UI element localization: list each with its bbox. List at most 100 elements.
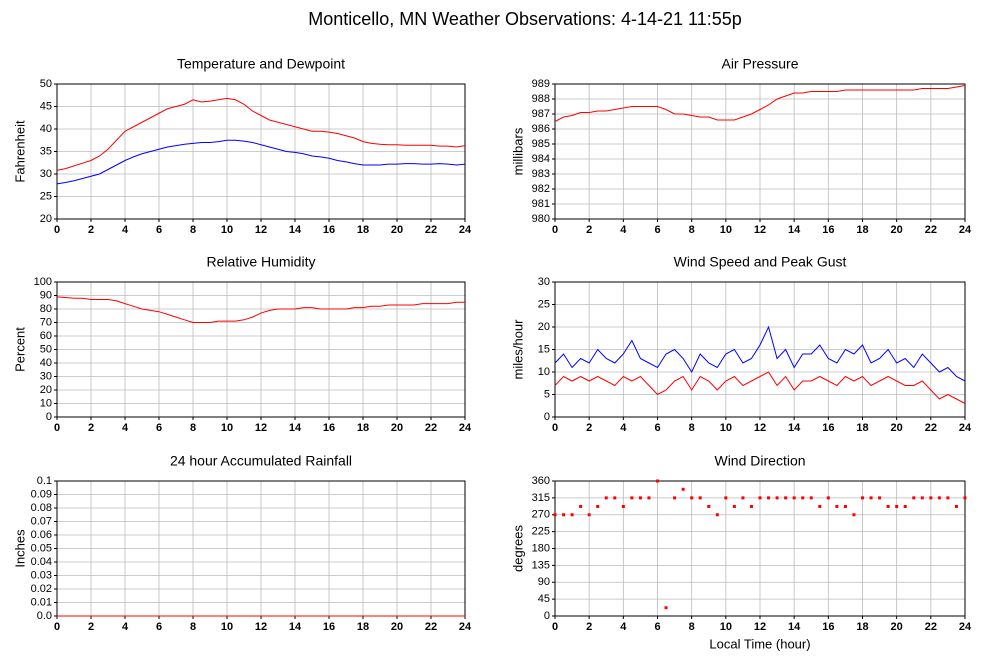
- y-tick-label: 989: [532, 78, 550, 90]
- data-point: [818, 505, 822, 508]
- data-point: [903, 505, 907, 508]
- x-tick-label: 4: [122, 621, 129, 633]
- y-tick-label: 15: [538, 343, 550, 355]
- x-tick-label: 22: [425, 224, 437, 236]
- y-axis-label: Fahrenheit: [12, 120, 27, 183]
- x-tick-label: 14: [788, 621, 801, 633]
- x-tick-label: 0: [54, 422, 60, 434]
- data-point: [912, 496, 916, 500]
- x-tick-label: 24: [459, 224, 472, 236]
- y-tick-label: 270: [532, 509, 550, 521]
- x-tick-label: 10: [221, 422, 233, 434]
- x-tick-label: 2: [586, 621, 592, 633]
- y-tick-label: 984: [532, 153, 550, 165]
- data-point: [732, 505, 736, 508]
- x-tick-label: 14: [788, 224, 801, 236]
- x-tick-label: 20: [891, 621, 903, 633]
- x-tick-label: 18: [357, 224, 369, 236]
- data-point: [664, 606, 668, 610]
- x-tick-label: 24: [459, 422, 472, 434]
- y-tick-label: 10: [40, 397, 52, 409]
- y-tick-label: 45: [40, 100, 52, 112]
- x-tick-label: 20: [391, 422, 403, 434]
- y-tick-label: 985: [532, 138, 550, 150]
- y-tick-label: 988: [532, 93, 550, 105]
- data-line: [554, 85, 966, 122]
- data-point: [801, 496, 805, 500]
- x-tick-label: 6: [156, 422, 162, 434]
- y-tick-label: 20: [538, 321, 550, 333]
- data-point: [843, 505, 847, 508]
- data-point: [690, 496, 694, 500]
- data-point: [604, 496, 608, 500]
- x-tick-label: 24: [959, 422, 972, 434]
- data-point: [553, 513, 557, 517]
- data-point: [724, 496, 728, 500]
- data-point: [852, 513, 856, 517]
- y-tick-label: 30: [538, 276, 550, 288]
- data-point: [621, 505, 625, 508]
- x-tick-label: 6: [156, 621, 162, 633]
- y-tick-label: 0.08: [31, 502, 52, 514]
- data-point: [698, 496, 702, 500]
- data-point: [937, 496, 941, 500]
- x-tick-label: 2: [586, 422, 592, 434]
- data-point: [630, 496, 634, 500]
- x-tick-label: 2: [88, 422, 94, 434]
- x-tick-label: 0: [552, 422, 558, 434]
- x-tick-label: 20: [891, 224, 903, 236]
- x-tick-label: 4: [620, 422, 627, 434]
- y-tick-label: 0.09: [31, 488, 52, 500]
- x-tick-label: 16: [323, 621, 335, 633]
- x-tick-label: 24: [459, 621, 472, 633]
- x-tick-label: 0: [54, 621, 60, 633]
- y-tick-label: 0.01: [31, 596, 52, 608]
- y-tick-label: 40: [40, 357, 52, 369]
- x-tick-label: 14: [289, 621, 302, 633]
- x-tick-label: 16: [822, 422, 834, 434]
- x-tick-label: 4: [620, 224, 627, 236]
- data-line: [56, 97, 466, 171]
- x-tick-label: 18: [856, 422, 868, 434]
- y-tick-label: 315: [532, 492, 550, 504]
- data-point: [946, 496, 950, 500]
- y-tick-label: 45: [538, 593, 550, 605]
- x-tick-label: 20: [391, 621, 403, 633]
- data-point: [784, 496, 788, 500]
- data-point: [562, 513, 566, 517]
- data-point: [809, 496, 813, 500]
- y-tick-label: 25: [40, 190, 52, 202]
- data-point: [920, 496, 924, 500]
- x-tick-label: 10: [221, 224, 233, 236]
- x-tick-label: 12: [255, 224, 267, 236]
- data-line: [56, 296, 465, 323]
- y-tick-label: 70: [40, 316, 52, 328]
- data-point: [741, 496, 745, 500]
- y-tick-label: 40: [40, 123, 52, 135]
- y-axis-label: miles/hour: [510, 319, 525, 380]
- chart-title: Relative Humidity: [207, 254, 316, 270]
- x-tick-label: 4: [122, 422, 129, 434]
- x-tick-label: 12: [255, 621, 267, 633]
- data-line: [554, 371, 966, 404]
- y-tick-label: 225: [532, 526, 550, 538]
- y-tick-label: 0.05: [31, 542, 52, 554]
- y-tick-label: 20: [40, 384, 52, 396]
- x-tick-label: 12: [754, 422, 766, 434]
- x-tick-label: 6: [654, 422, 660, 434]
- y-tick-label: 0.07: [31, 515, 52, 527]
- y-tick-label: 135: [532, 559, 550, 571]
- data-point: [596, 505, 600, 508]
- x-tick-label: 18: [357, 621, 369, 633]
- x-tick-label: 8: [689, 621, 695, 633]
- y-axis-label: degrees: [510, 525, 525, 572]
- data-point: [715, 513, 719, 517]
- y-axis-label: millibars: [510, 127, 525, 175]
- data-point: [767, 496, 771, 500]
- x-tick-label: 6: [654, 621, 660, 633]
- x-tick-label: 14: [289, 422, 302, 434]
- data-point: [656, 479, 659, 483]
- y-tick-label: 50: [40, 343, 52, 355]
- x-tick-label: 18: [856, 621, 868, 633]
